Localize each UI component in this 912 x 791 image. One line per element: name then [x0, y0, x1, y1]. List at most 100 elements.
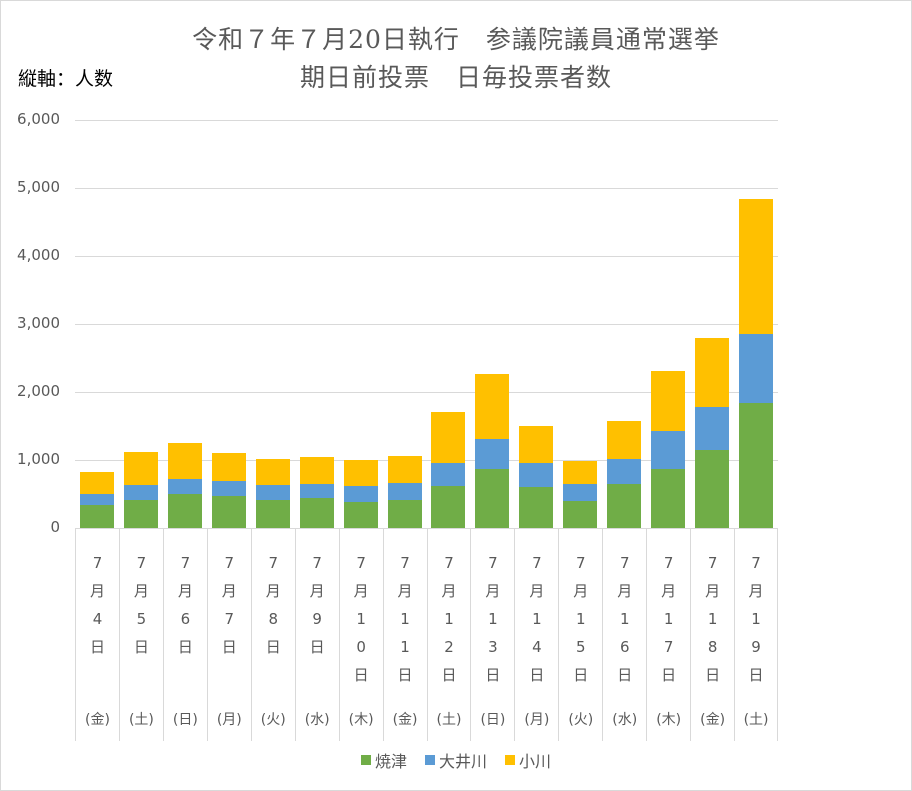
- bar-segment: [695, 406, 730, 451]
- category-label: 7 月 1 9 日 (土): [734, 529, 778, 741]
- bar-segment: [431, 412, 466, 464]
- chart-subtitle: 期日前投票 日毎投票者数: [299, 63, 612, 92]
- legend-swatch-icon: [360, 755, 371, 765]
- bar-segment: [519, 486, 554, 528]
- category-label: 7 月 1 5 日 (火): [558, 529, 602, 741]
- bar-segment: [211, 481, 246, 497]
- category-label: 7 月 4 日 (金): [75, 529, 119, 741]
- stacked-bar: [299, 456, 334, 528]
- y-tick-label: 2,000: [17, 382, 60, 400]
- legend-item: 小川: [505, 748, 551, 772]
- plot-area: [75, 120, 778, 528]
- stacked-bar: [343, 460, 378, 528]
- y-tick-label: 0: [50, 518, 60, 536]
- bar-segment: [519, 463, 554, 487]
- x-axis-categories: 7 月 4 日 (金) 7 月 5 日 (土) 7 月 6 日 (日) 7 月 7 日 (月) 7 月 8 日 (火) 7 月 9 日(…: [75, 528, 778, 741]
- stacked-bar: [739, 198, 774, 528]
- category-label: 7 月 1 2 日 (土): [426, 529, 471, 741]
- gridline: [75, 324, 778, 325]
- category-label: 7 月 6 日 (日): [162, 529, 207, 741]
- legend-item: 焼津: [360, 748, 407, 772]
- gridline: [75, 120, 778, 121]
- bar-segment: [519, 426, 554, 464]
- y-tick-label: 1,000: [17, 450, 60, 468]
- bar-segment: [651, 468, 686, 528]
- bar-segment: [431, 463, 466, 486]
- bar-segment: [387, 500, 422, 528]
- stacked-bar: [607, 420, 642, 528]
- bar-segment: [739, 198, 774, 334]
- bar-segment: [563, 501, 598, 528]
- category-label: 7 月 1 3 日 (日): [470, 529, 514, 741]
- bar-segment: [651, 430, 686, 469]
- bar-segment: [79, 471, 114, 495]
- bar-segment: [695, 450, 730, 528]
- bar-segment: [431, 485, 466, 528]
- bar-segment: [79, 494, 114, 505]
- stacked-bar: [431, 412, 466, 528]
- category-label: 7 月 8 日 (火): [250, 529, 295, 741]
- bar-segment: [563, 484, 598, 502]
- y-tick-label: 5,000: [17, 178, 60, 196]
- bar-segment: [563, 461, 598, 485]
- gridline: [75, 256, 778, 257]
- bar-segment: [475, 469, 510, 528]
- y-tick-label: 4,000: [17, 246, 60, 264]
- category-label: 7 月 9 日 (水): [294, 529, 339, 741]
- bar-segment: [475, 374, 510, 439]
- bar-segment: [343, 501, 378, 528]
- stacked-bar: [387, 455, 422, 528]
- category-label: 7 月 1 7 日 (木): [646, 529, 690, 741]
- bar-segment: [607, 420, 642, 459]
- legend-item: 大井川: [424, 748, 487, 772]
- bar-segment: [739, 402, 774, 528]
- bar-segment: [211, 453, 246, 482]
- stacked-bar: [651, 370, 686, 528]
- bar-segment: [387, 483, 422, 501]
- chart-title: 令和７年７月20日執行 参議院議員通常選挙: [192, 25, 720, 54]
- bar-segment: [123, 484, 158, 501]
- bar-segment: [607, 484, 642, 528]
- bar-segment: [343, 485, 378, 502]
- bar-segment: [167, 478, 202, 494]
- bar-segment: [255, 500, 290, 528]
- stacked-bar: [211, 453, 246, 528]
- bar-segment: [167, 442, 202, 479]
- bar-segment: [79, 504, 114, 528]
- y-tick-label: 6,000: [17, 110, 60, 128]
- stacked-bar: [123, 451, 158, 528]
- stacked-bar: [519, 426, 554, 528]
- y-tick-label: 3,000: [17, 314, 60, 332]
- category-label: 7 月 1 8 日 (金): [690, 529, 734, 741]
- bar-segment: [299, 498, 334, 528]
- gridline: [75, 188, 778, 189]
- legend-swatch-icon: [424, 755, 435, 765]
- category-label: 7 月 1 4 日 (月): [514, 529, 558, 741]
- stacked-bar: [695, 337, 730, 528]
- bar-segment: [739, 333, 774, 403]
- category-label: 7 月 1 6 日 (水): [602, 529, 646, 741]
- legend: 焼津 大井川 小川: [0, 748, 912, 772]
- stacked-bar: [255, 459, 290, 528]
- bar-segment: [299, 456, 334, 485]
- bar-segment: [343, 460, 378, 486]
- gridline: [75, 460, 778, 461]
- bar-segment: [123, 500, 158, 528]
- stacked-bar: [563, 461, 598, 528]
- bar-segment: [695, 337, 730, 407]
- category-label: 7 月 1 0 日 (木): [338, 529, 383, 741]
- category-label: 7 月 1 1 日 (金): [382, 529, 427, 741]
- category-label: 7 月 5 日 (土): [118, 529, 163, 741]
- bar-segment: [255, 459, 290, 485]
- stacked-bar: [79, 471, 114, 528]
- bar-segment: [211, 496, 246, 528]
- y-axis-label: 縦軸：人数: [18, 68, 114, 90]
- bar-segment: [387, 455, 422, 484]
- bar-segment: [651, 370, 686, 431]
- stacked-bar: [475, 374, 510, 528]
- stacked-bar: [167, 442, 202, 528]
- bar-segment: [299, 484, 334, 499]
- bar-segment: [607, 458, 642, 485]
- gridline: [75, 392, 778, 393]
- legend-swatch-icon: [505, 755, 515, 765]
